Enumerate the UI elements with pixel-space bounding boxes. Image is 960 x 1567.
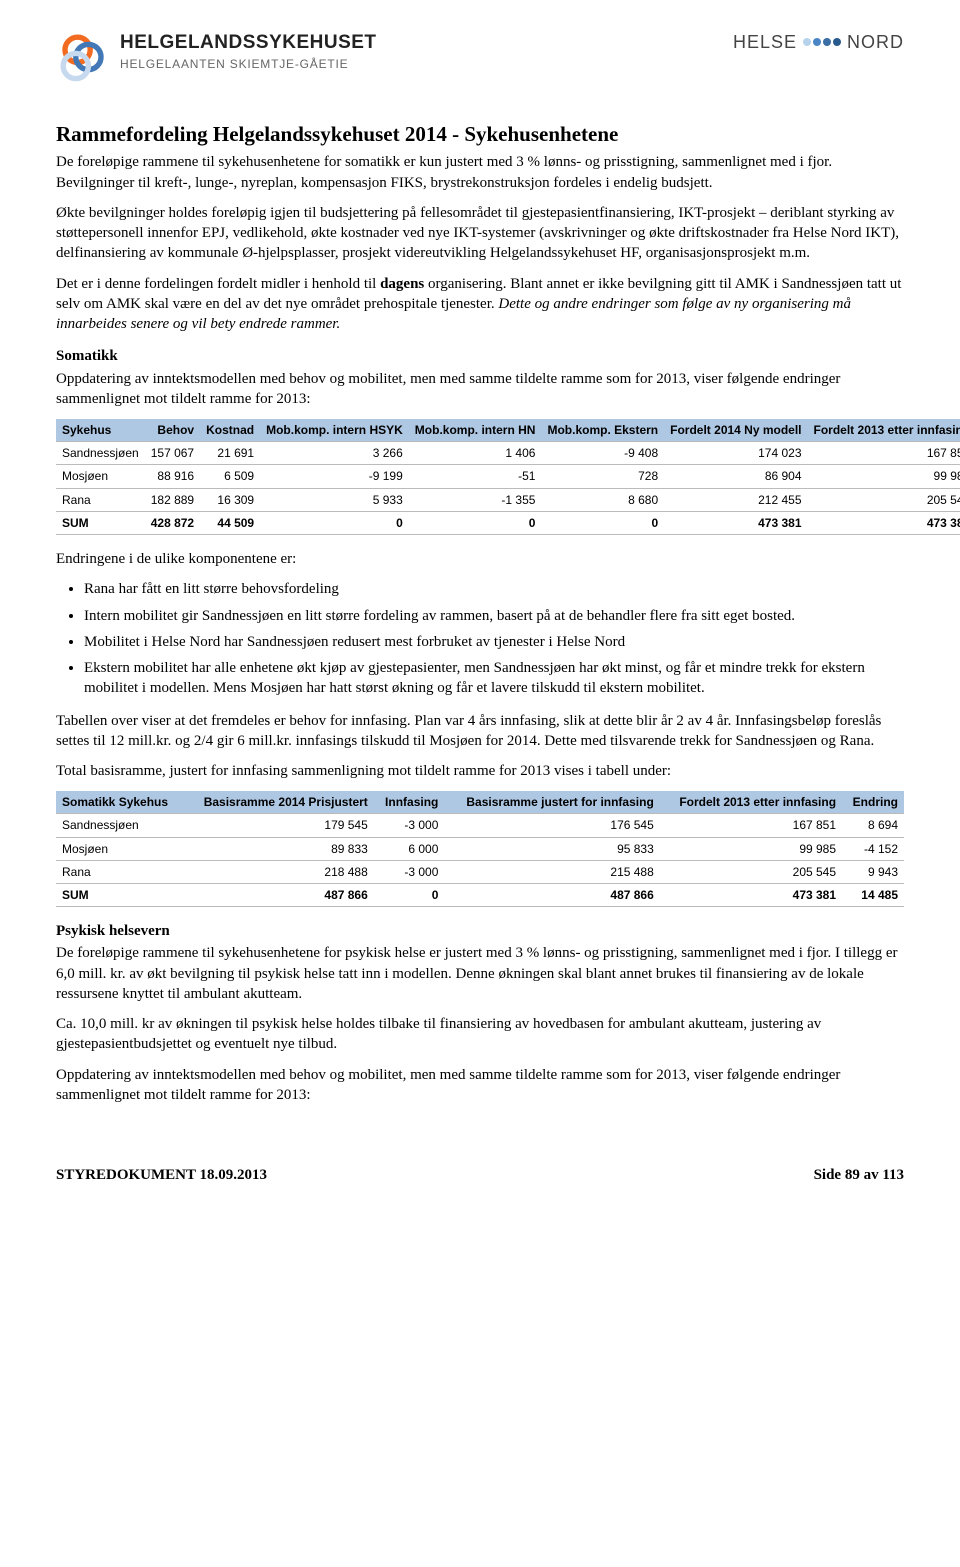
page-footer: STYREDOKUMENT 18.09.2013 Side 89 av 113 [56, 1165, 904, 1185]
bullets-intro: Endringene i de ulike komponentene er: [56, 549, 904, 569]
page-header: HELGELANDSSYKEHUSET HELGELAANTEN SKIEMTJ… [56, 30, 904, 84]
list-item: Ekstern mobilitet har alle enhetene økt … [84, 658, 904, 699]
somatikk-para: Oppdatering av inntektsmodellen med beho… [56, 369, 904, 410]
table-somatikk-fordeling: SykehusBehovKostnadMob.komp. intern HSYK… [56, 419, 960, 535]
psykisk-heading: Psykisk helsevern [56, 921, 904, 941]
table-header: Sykehus [56, 419, 145, 442]
psyk-para-3: Oppdatering av inntektsmodellen med beho… [56, 1065, 904, 1106]
list-item: Mobilitet i Helse Nord har Sandnessjøen … [84, 632, 904, 652]
after-bullets-1: Tabellen over viser at det fremdeles er … [56, 711, 904, 752]
psyk-para-2: Ca. 10,0 mill. kr av økningen til psykis… [56, 1014, 904, 1055]
table-row: Sandnessjøen179 545-3 000176 545167 8518… [56, 814, 904, 837]
dots-icon [803, 38, 841, 46]
logo-right: HELSE NORD [733, 30, 904, 54]
table-header: Kostnad [200, 419, 260, 442]
intro-para-3: Det er i denne fordelingen fordelt midle… [56, 274, 904, 335]
table-row: Sandnessjøen157 06721 6913 2661 406-9 40… [56, 442, 960, 465]
table-row: Rana218 488-3 000215 488205 5459 943 [56, 860, 904, 883]
footer-left: STYREDOKUMENT 18.09.2013 [56, 1165, 267, 1185]
list-item: Intern mobilitet gir Sandnessjøen en lit… [84, 606, 904, 626]
nord-label: NORD [847, 30, 904, 54]
table-row: Rana182 88916 3095 933-1 3558 680212 455… [56, 488, 960, 511]
rings-icon [56, 30, 110, 84]
table-header: Behov [145, 419, 200, 442]
footer-right: Side 89 av 113 [814, 1165, 904, 1185]
table-sum-row: SUM487 8660487 866473 38114 485 [56, 884, 904, 907]
table-row: Mosjøen89 8336 00095 83399 985-4 152 [56, 837, 904, 860]
after-bullets-2: Total basisramme, justert for innfasing … [56, 761, 904, 781]
table-row: Mosjøen88 9166 509-9 199-5172886 90499 9… [56, 465, 960, 488]
table-header: Endring [842, 791, 904, 814]
table-header: Fordelt 2014 Ny modell [664, 419, 807, 442]
org-title: HELGELANDSSYKEHUSET [120, 30, 377, 56]
somatikk-heading: Somatikk [56, 346, 904, 366]
table-header: Fordelt 2013 etter innfasing [660, 791, 842, 814]
table-header: Basisramme 2014 Prisjustert [184, 791, 374, 814]
page-title: Rammefordeling Helgelandssykehuset 2014 … [56, 120, 904, 148]
table-basisramme: Somatikk SykehusBasisramme 2014 Prisjust… [56, 791, 904, 907]
table-header: Innfasing [374, 791, 445, 814]
table-header: Basisramme justert for innfasing [444, 791, 659, 814]
table-header: Fordelt 2013 etter innfasing [808, 419, 960, 442]
intro-para-1: De foreløpige rammene til sykehusenheten… [56, 152, 904, 193]
helse-label: HELSE [733, 30, 797, 54]
org-subtitle: HELGELAANTEN SKIEMTJE-GÅETIE [120, 56, 377, 72]
table-header: Mob.komp. Ekstern [541, 419, 664, 442]
table-header: Somatikk Sykehus [56, 791, 184, 814]
logo-left: HELGELANDSSYKEHUSET HELGELAANTEN SKIEMTJ… [56, 30, 377, 84]
table-sum-row: SUM428 87244 509000473 381473 3810100 % [56, 511, 960, 534]
intro-para-2: Økte bevilgninger holdes foreløpig igjen… [56, 203, 904, 264]
changes-list: Rana har fått en litt større behovsforde… [84, 579, 904, 698]
psyk-para-1: De foreløpige rammene til sykehusenheten… [56, 943, 904, 1004]
list-item: Rana har fått en litt større behovsforde… [84, 579, 904, 599]
table-header: Mob.komp. intern HSYK [260, 419, 409, 442]
table-header: Mob.komp. intern HN [409, 419, 542, 442]
